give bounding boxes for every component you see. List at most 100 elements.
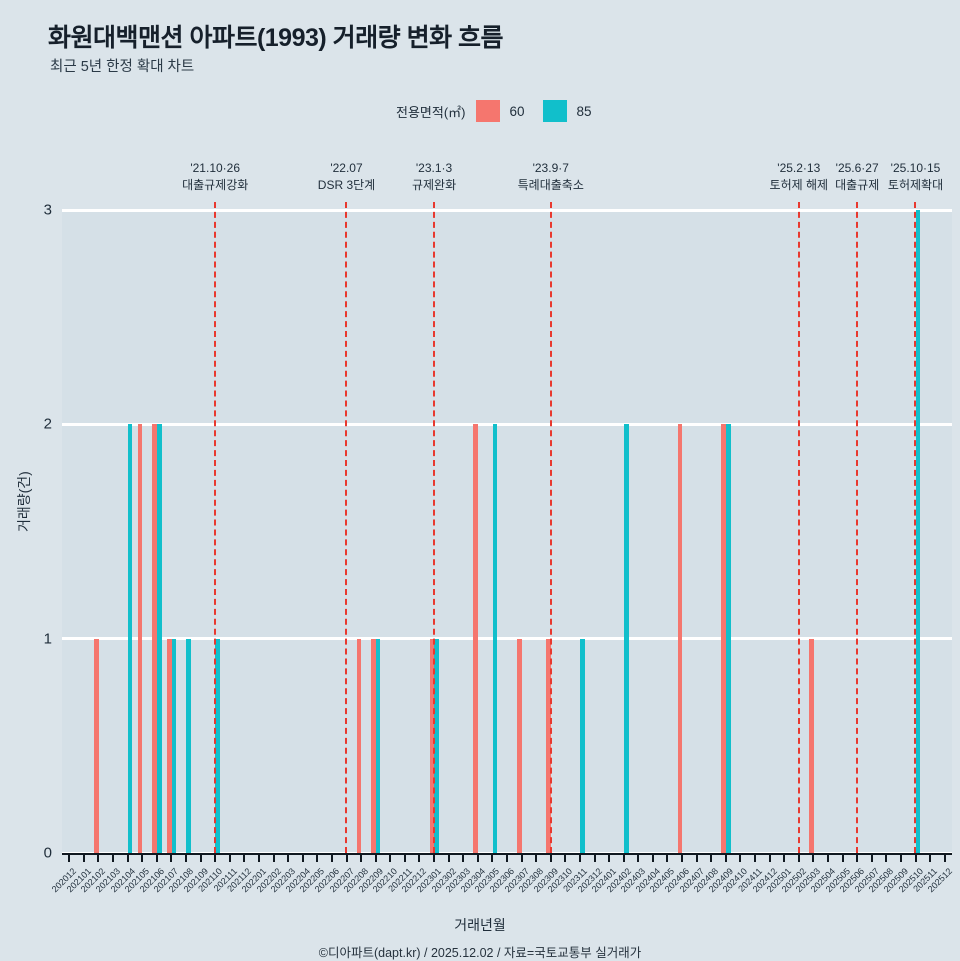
y-tick-label-0: 0: [43, 844, 52, 862]
chart-title: 화원대백맨션 아파트(1993) 거래량 변화 흐름: [48, 24, 504, 52]
event-date: '23.1·3: [415, 161, 453, 175]
bar: [356, 638, 362, 853]
x-tick: [68, 853, 71, 862]
legend-label-60: 60: [509, 103, 525, 119]
event-label-202510: '25.10·15 토허제확대: [888, 160, 943, 194]
event-label-202506: '25.6·27 대출규제: [835, 160, 879, 194]
x-tick: [739, 853, 742, 862]
x-tick: [812, 853, 815, 862]
x-tick: [768, 853, 771, 862]
event-date: '25.2·13: [777, 161, 821, 175]
bar: [429, 638, 435, 853]
bar: [517, 638, 522, 853]
legend: 전용면적(㎡) 60 85: [396, 100, 610, 122]
x-tick: [899, 853, 902, 862]
bar: [371, 638, 376, 853]
bar: [171, 638, 177, 853]
y-axis-title: 거래량(건): [16, 471, 32, 532]
x-tick: [520, 853, 523, 862]
bar: [677, 424, 683, 853]
bar: [94, 638, 99, 853]
x-tick: [826, 853, 829, 862]
footer-credit: ©디아파트(dapt.kr) / 2025.12.02 / 자료=국토교통부 실…: [318, 946, 642, 960]
x-tick: [593, 853, 596, 862]
x-tick: [316, 853, 319, 862]
x-tick: [754, 853, 757, 862]
plot-area: [62, 202, 952, 855]
x-tick: [82, 853, 85, 862]
event-name: 토허제 해제: [769, 178, 829, 192]
gridline-3: [62, 208, 952, 212]
x-tick: [462, 853, 465, 862]
event-line-202510: [914, 202, 919, 853]
event-date: '23.9·7: [532, 161, 569, 175]
event-line-202506: [855, 202, 861, 853]
bar: [215, 638, 220, 853]
bar: [157, 424, 162, 853]
bar: [808, 638, 814, 853]
x-tick: [447, 853, 450, 862]
event-line-202309: [549, 202, 555, 853]
x-tick: [345, 853, 348, 862]
bar: [492, 424, 498, 853]
x-axis: [62, 853, 952, 862]
x-tick: [535, 853, 538, 862]
bar: [726, 424, 731, 853]
x-tick: [389, 853, 392, 862]
x-tick: [214, 853, 217, 862]
event-date: '25.6·27: [835, 161, 879, 175]
x-tick: [155, 853, 158, 862]
x-tick: [856, 853, 859, 862]
x-tick: [199, 853, 202, 862]
legend-swatch-85: [542, 100, 567, 122]
legend-title: 전용면적(㎡): [396, 104, 466, 120]
bar: [473, 424, 478, 853]
event-name: 특례대출축소: [517, 178, 584, 192]
x-tick: [257, 853, 260, 862]
x-tick: [870, 853, 873, 862]
x-tick: [578, 853, 581, 862]
x-tick: [564, 853, 567, 862]
x-tick: [681, 853, 684, 862]
x-tick: [433, 853, 436, 862]
event-label-202110: '21.10·26 대출규제강화: [182, 160, 248, 194]
event-line-202301: [432, 202, 438, 853]
y-tick-label-1: 1: [43, 630, 52, 648]
event-date: '22.07: [330, 161, 363, 175]
x-tick: [243, 853, 246, 862]
event-date: '21.10·26: [190, 161, 241, 175]
event-label-202309: '23.9·7 특례대출축소: [518, 160, 584, 194]
x-tick: [797, 853, 800, 862]
x-tick: [126, 853, 129, 862]
legend-label-85: 85: [576, 103, 592, 119]
x-tick: [170, 853, 173, 862]
x-axis-title: 거래년월: [454, 917, 506, 933]
event-name: DSR 3단계: [317, 178, 376, 192]
bar: [721, 424, 727, 853]
x-tick: [287, 853, 290, 862]
x-tick: [914, 853, 917, 862]
bar: [137, 424, 143, 853]
x-tick: [783, 853, 786, 862]
bar: [434, 638, 439, 853]
x-tick: [724, 853, 727, 862]
x-tick: [374, 853, 377, 862]
x-tick: [695, 853, 698, 862]
bar: [167, 638, 172, 853]
x-tick: [637, 853, 640, 862]
event-line-202110: [213, 202, 219, 853]
x-tick: [272, 853, 275, 862]
bar: [546, 638, 551, 853]
bar: [186, 638, 191, 853]
event-label-202207: '22.07 DSR 3단계: [318, 160, 375, 194]
x-tick: [943, 853, 946, 862]
chart-subtitle: 최근 5년 한정 확대 차트: [50, 59, 195, 75]
event-date: '25.10·15: [890, 161, 941, 175]
x-tick: [885, 853, 888, 862]
x-tick: [301, 853, 304, 862]
y-tick-label-2: 2: [43, 415, 52, 433]
x-tick: [491, 853, 494, 862]
x-tick: [403, 853, 406, 862]
legend-swatch-60: [475, 100, 500, 122]
event-line-202502: [797, 202, 803, 853]
